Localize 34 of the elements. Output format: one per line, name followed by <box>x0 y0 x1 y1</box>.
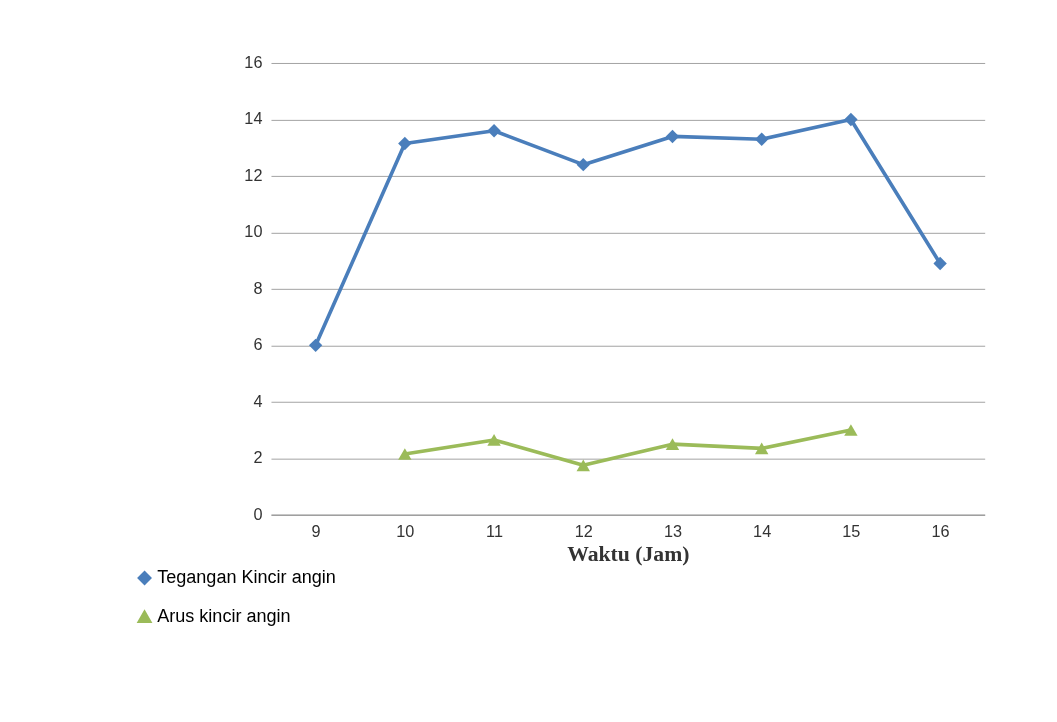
y-tick-label: 16 <box>244 52 263 71</box>
y-tick-label: 12 <box>244 165 263 184</box>
point <box>665 129 680 144</box>
x-tick-label: 14 <box>753 521 772 540</box>
point <box>576 157 590 172</box>
point <box>487 434 501 446</box>
y-tick-label: 10 <box>244 222 263 241</box>
y-tick-label: 6 <box>253 335 263 354</box>
point <box>398 136 412 151</box>
x-tick-label: 9 <box>311 521 321 540</box>
x-tick-label: 16 <box>931 521 950 540</box>
y-tick-label: 2 <box>253 448 263 467</box>
x-tick-label: 11 <box>486 521 503 540</box>
point <box>576 459 590 472</box>
x-tick-label: 10 <box>396 521 415 540</box>
point <box>844 112 858 127</box>
legend-label: Arus kincir angin <box>157 606 291 627</box>
y-tick-label: 14 <box>244 109 263 128</box>
y-tick-label: 8 <box>253 278 263 297</box>
x-tick-label: 12 <box>574 521 593 540</box>
point <box>398 448 412 460</box>
point <box>665 438 680 450</box>
point <box>487 124 501 138</box>
y-tick-label: 4 <box>253 391 263 410</box>
point <box>933 256 947 271</box>
point <box>755 442 769 455</box>
x-axis-title: Waktu (Jam) <box>567 542 690 567</box>
x-tick-label: 15 <box>842 521 861 540</box>
point <box>844 424 858 436</box>
point <box>308 338 323 353</box>
y-tick-label: 0 <box>253 504 263 523</box>
point <box>755 132 769 146</box>
legend-label: Tegangan Kincir angin <box>157 567 336 588</box>
x-tick-label: 13 <box>663 521 682 540</box>
